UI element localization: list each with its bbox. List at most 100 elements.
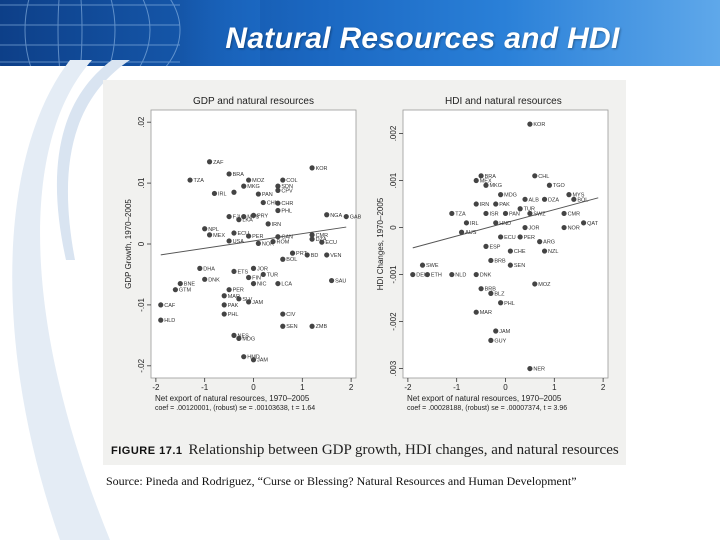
point-label: PHL <box>504 301 515 307</box>
point-label: SDN <box>281 184 293 190</box>
x-tick-label: -1 <box>453 383 461 392</box>
y-tick-label: .01 <box>137 177 146 189</box>
point-label: TZA <box>194 178 205 184</box>
data-point <box>265 221 271 227</box>
data-point <box>260 271 266 278</box>
data-point <box>231 189 237 195</box>
data-point <box>483 210 489 217</box>
point-label: PRY <box>257 213 269 219</box>
point-label: ARG <box>543 240 555 246</box>
data-point <box>324 252 330 258</box>
data-point <box>319 239 325 245</box>
y-tick-label: .002 <box>389 125 398 141</box>
data-point <box>561 210 567 217</box>
y-tick-label: -.001 <box>389 265 398 284</box>
source-citation: Source: Pineda and Rodriguez, “Curse or … <box>106 474 577 488</box>
data-point <box>449 271 455 278</box>
regression-stats: coef = .00028188, (robust) se = .0000737… <box>407 405 567 412</box>
data-point <box>275 280 281 287</box>
data-point <box>493 201 499 207</box>
data-point <box>458 229 465 235</box>
point-label: BD <box>311 253 319 259</box>
fit-line <box>160 226 347 256</box>
data-point <box>236 217 242 223</box>
data-point <box>280 177 286 183</box>
point-label: KOR <box>316 166 328 172</box>
data-point <box>221 302 227 308</box>
point-label: NGA <box>330 213 342 219</box>
point-label: VEN <box>330 253 341 259</box>
fit-line <box>412 197 599 249</box>
data-point <box>246 177 252 183</box>
data-point <box>328 277 335 284</box>
data-point <box>158 317 164 323</box>
data-point <box>304 252 310 258</box>
data-point <box>260 199 266 206</box>
point-label: JOR <box>257 266 268 272</box>
point-label: CHN <box>267 201 279 207</box>
point-label: TUR <box>267 272 278 278</box>
data-point <box>221 293 227 299</box>
data-point <box>280 311 286 317</box>
point-label: MOZ <box>538 282 551 288</box>
data-point <box>172 287 179 293</box>
data-point <box>206 232 213 238</box>
point-label: MAR <box>228 294 240 300</box>
point-label: CHR <box>281 201 293 207</box>
data-point <box>561 224 567 231</box>
point-label: ALB <box>529 197 540 203</box>
point-label: SEN <box>286 324 297 330</box>
data-point <box>309 323 315 329</box>
data-point <box>226 238 232 244</box>
panel-hdi: HDI and natural resources -2 -1 0 1 2 .003 -.00… <box>376 96 609 412</box>
point-label: FJI <box>233 215 241 221</box>
point-label: NOR <box>568 226 580 232</box>
point-label: SEN <box>514 263 525 269</box>
data-point <box>449 210 455 217</box>
data-point <box>255 191 261 197</box>
point-label: JOR <box>529 226 540 232</box>
data-point <box>343 213 349 220</box>
data-point <box>498 300 504 306</box>
point-label: PHL <box>281 209 292 215</box>
point-label: GUY <box>494 338 506 344</box>
y-tick-label: -.02 <box>137 358 146 372</box>
point-label: CHL <box>538 174 549 180</box>
point-label: DNK <box>480 273 492 279</box>
data-point <box>580 220 587 226</box>
point-label: MDG <box>504 193 517 199</box>
point-label: MKG <box>489 183 502 189</box>
data-point <box>221 311 227 317</box>
data-point <box>275 187 281 193</box>
point-label: BLZ <box>494 291 505 297</box>
point-label: DZA <box>548 197 559 203</box>
point-label: TGO <box>553 183 566 189</box>
point-label: MKG <box>247 184 260 190</box>
point-label: MDG <box>242 336 255 342</box>
y-tick-label: -.01 <box>137 297 146 311</box>
point-label: NES <box>237 333 249 339</box>
point-label: DEU <box>416 273 428 279</box>
point-label: FIN <box>252 276 261 282</box>
figure-caption: FIGURE 17.1 Relationship between GDP grow… <box>111 442 621 462</box>
data-point <box>532 281 538 287</box>
swoosh-decoration <box>12 60 130 540</box>
x-tick-label: 0 <box>503 383 508 392</box>
point-label: ECU <box>325 240 337 246</box>
data-point <box>473 177 479 184</box>
point-label: JAM <box>257 358 268 364</box>
data-point <box>177 280 183 287</box>
data-point <box>158 302 164 308</box>
point-label: ZMB <box>316 324 328 330</box>
point-label: PER <box>233 288 244 294</box>
point-label: PAK <box>499 202 510 208</box>
point-label: BRB <box>494 258 506 264</box>
data-point <box>537 239 543 245</box>
point-label: LKA <box>242 218 253 224</box>
data-point <box>488 337 494 343</box>
point-label: USA <box>233 239 245 245</box>
x-tick-label: -2 <box>404 383 412 392</box>
point-label: IRL <box>470 221 479 227</box>
point-label: KOR <box>533 122 545 128</box>
data-point <box>473 201 479 207</box>
